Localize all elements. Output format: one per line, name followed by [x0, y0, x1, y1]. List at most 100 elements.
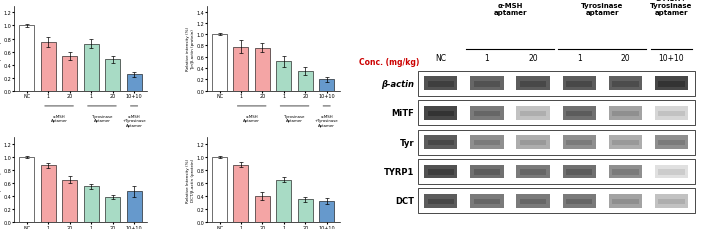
Bar — [655, 106, 688, 120]
Bar — [255, 196, 270, 222]
Bar — [658, 170, 685, 175]
Bar — [566, 140, 592, 146]
Text: Conc. (mg/kg): Conc. (mg/kg) — [360, 58, 419, 67]
Bar — [474, 82, 501, 87]
Bar — [418, 159, 694, 184]
Bar — [563, 194, 596, 208]
Bar — [655, 136, 688, 149]
Text: β-actin: β-actin — [381, 79, 415, 88]
Bar — [608, 106, 642, 120]
Bar — [520, 170, 546, 175]
Bar — [563, 136, 596, 149]
Bar — [127, 75, 142, 91]
Bar — [127, 192, 142, 222]
Bar — [517, 165, 550, 179]
Bar — [566, 199, 592, 204]
Bar — [470, 106, 503, 120]
Bar — [276, 180, 291, 222]
Bar — [298, 199, 313, 222]
Text: 1: 1 — [577, 54, 582, 63]
Bar — [655, 165, 688, 179]
Bar — [470, 194, 503, 208]
Bar — [233, 165, 248, 222]
Text: MiTF: MiTF — [391, 109, 415, 118]
Text: TYRP1: TYRP1 — [384, 167, 415, 176]
Bar — [655, 194, 688, 208]
Bar — [424, 136, 458, 149]
Bar — [517, 136, 550, 149]
Bar — [424, 106, 458, 120]
Bar — [470, 77, 503, 91]
Bar — [474, 140, 501, 146]
Bar — [612, 199, 639, 204]
Bar — [517, 194, 550, 208]
Bar — [212, 157, 227, 222]
Bar — [658, 140, 685, 146]
Text: 20: 20 — [528, 54, 538, 63]
Bar — [427, 199, 454, 204]
Bar — [427, 82, 454, 87]
Bar — [418, 130, 694, 155]
Bar — [418, 188, 694, 213]
Bar — [105, 197, 120, 222]
Bar — [424, 194, 458, 208]
Text: α-MSH
Aptamer: α-MSH Aptamer — [51, 114, 68, 123]
Bar — [566, 111, 592, 117]
Bar — [233, 47, 248, 91]
Bar — [84, 186, 99, 222]
Bar — [276, 62, 291, 91]
Bar — [520, 140, 546, 146]
Bar — [517, 106, 550, 120]
Bar — [319, 80, 334, 91]
Bar — [608, 165, 642, 179]
Y-axis label: Relative Intensity (%)
DCT/β-actin (protein): Relative Intensity (%) DCT/β-actin (prot… — [186, 158, 195, 202]
Bar — [520, 111, 546, 117]
Bar — [41, 43, 56, 91]
Text: Tyrosinase
aptamer: Tyrosinase aptamer — [581, 3, 623, 16]
Bar — [470, 136, 503, 149]
Text: α-MSH
+Tyrosinase
Aptamer: α-MSH +Tyrosinase Aptamer — [122, 114, 146, 127]
Bar — [608, 77, 642, 91]
Bar — [418, 101, 694, 126]
Text: Tyr: Tyr — [400, 138, 415, 147]
Bar — [474, 111, 501, 117]
Text: DCT: DCT — [396, 196, 415, 205]
Bar — [105, 60, 120, 91]
Bar — [655, 77, 688, 91]
Bar — [212, 35, 227, 91]
Bar — [474, 199, 501, 204]
Bar — [474, 170, 501, 175]
Text: NC: NC — [435, 54, 446, 63]
Bar — [563, 106, 596, 120]
Text: 10+10: 10+10 — [658, 54, 685, 63]
Bar — [563, 165, 596, 179]
Bar — [608, 136, 642, 149]
Text: 1: 1 — [484, 54, 489, 63]
Bar — [612, 140, 639, 146]
Bar — [612, 170, 639, 175]
Bar — [62, 180, 78, 222]
Bar — [298, 72, 313, 91]
Bar — [427, 111, 454, 117]
Bar — [520, 82, 546, 87]
Bar — [319, 201, 334, 222]
Bar — [566, 170, 592, 175]
Bar — [517, 77, 550, 91]
Bar — [20, 157, 35, 222]
Text: α-MSH
+Tyrosinase
Aptamer: α-MSH +Tyrosinase Aptamer — [315, 114, 338, 127]
Bar — [612, 82, 639, 87]
Bar — [84, 44, 99, 91]
Y-axis label: Relative Intensity (%)
TYRP1/β-actin (protein): Relative Intensity (%) TYRP1/β-actin (pr… — [0, 156, 2, 204]
Bar — [658, 82, 685, 87]
Bar — [608, 194, 642, 208]
Bar — [62, 57, 78, 91]
Bar — [418, 71, 694, 96]
Bar — [658, 111, 685, 117]
Bar — [427, 170, 454, 175]
Bar — [424, 165, 458, 179]
Text: α-MSH
aptamer: α-MSH aptamer — [493, 3, 527, 16]
Bar — [612, 111, 639, 117]
Y-axis label: Relative intensity (%)
MiTF/β-actin (protein): Relative intensity (%) MiTF/β-actin (pro… — [0, 27, 2, 71]
Text: Tyrosinase
Aptamer: Tyrosinase Aptamer — [284, 114, 305, 123]
Bar — [41, 166, 56, 222]
